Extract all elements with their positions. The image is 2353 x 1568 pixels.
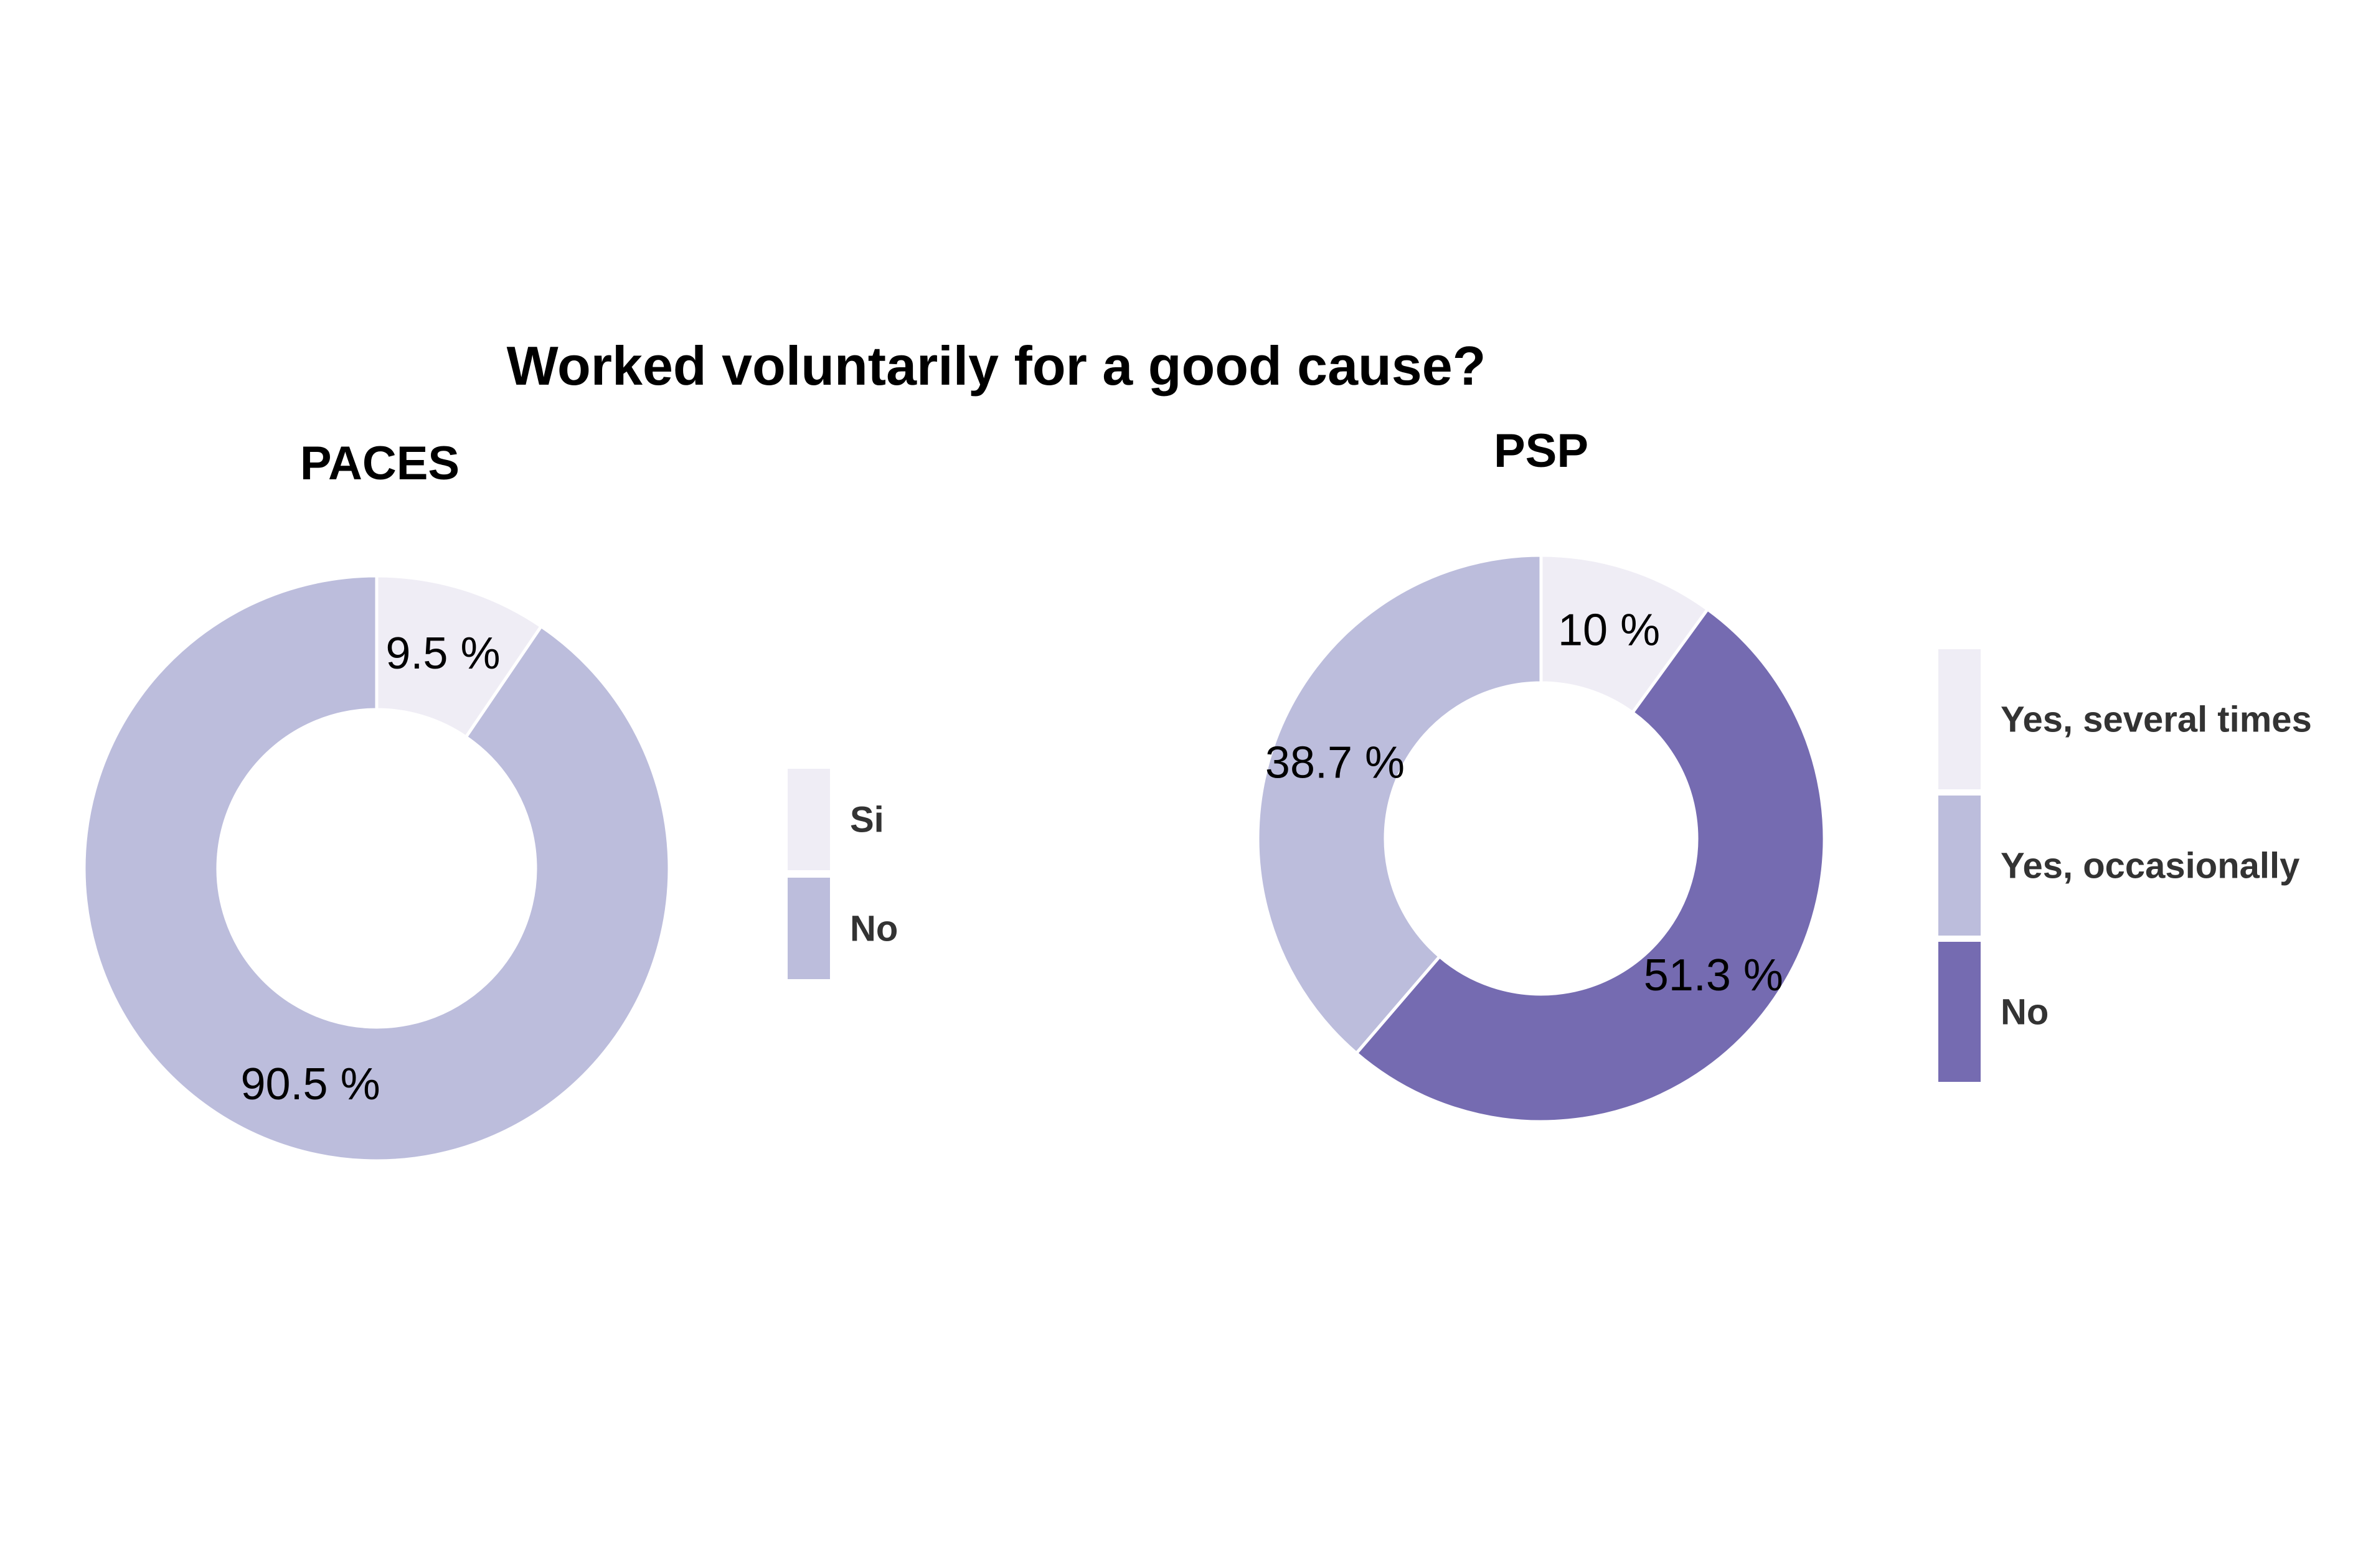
slice-label-psp-yes-occasionally: 38.7 % xyxy=(1265,738,1405,787)
panel-psp: PSP 10 % 51.3 % 38.7 % Yes, several times Yes… xyxy=(1256,425,2312,1124)
slice-psp-yes-several-times xyxy=(1539,553,1710,715)
slice-label-psp-no: 51.3 % xyxy=(1644,951,1783,1000)
panel-title-paces: PACES xyxy=(300,437,460,490)
slice-psp-yes-occasionally xyxy=(1256,553,1543,1056)
legend-label-psp-yes-several-times: Yes, several times xyxy=(2001,700,2312,740)
slice-label-paces-no: 90.5 % xyxy=(240,1059,380,1109)
legend-swatch-paces-si xyxy=(788,769,830,870)
chart-title: Worked voluntarily for a good cause? xyxy=(507,335,1486,397)
legend-label-psp-yes-occasionally: Yes, occasionally xyxy=(2001,846,2299,886)
legend-swatch-psp-no xyxy=(1938,942,1981,1082)
panel-paces: PACES 9.5 % 90.5 % Si No xyxy=(82,437,898,1163)
legend-label-paces-si: Si xyxy=(850,800,884,840)
legend-swatch-psp-yes-several-times xyxy=(1938,649,1981,789)
panel-title-psp: PSP xyxy=(1494,425,1588,477)
legend-swatch-psp-yes-occasionally xyxy=(1938,796,1981,936)
panels-layer: PACES 9.5 % 90.5 % Si No PSP 10 % 51.3 % 38.7 % Y… xyxy=(82,425,2312,1163)
slice-psp-no xyxy=(1354,607,1826,1124)
legend-label-psp-no: No xyxy=(2001,992,2049,1033)
slice-paces-no xyxy=(82,574,671,1163)
legend-swatch-paces-no xyxy=(788,878,830,979)
legend-label-paces-no: No xyxy=(850,909,898,949)
slice-label-paces-si: 9.5 % xyxy=(385,629,500,678)
slice-label-psp-yes-several-times: 10 % xyxy=(1558,605,1660,655)
